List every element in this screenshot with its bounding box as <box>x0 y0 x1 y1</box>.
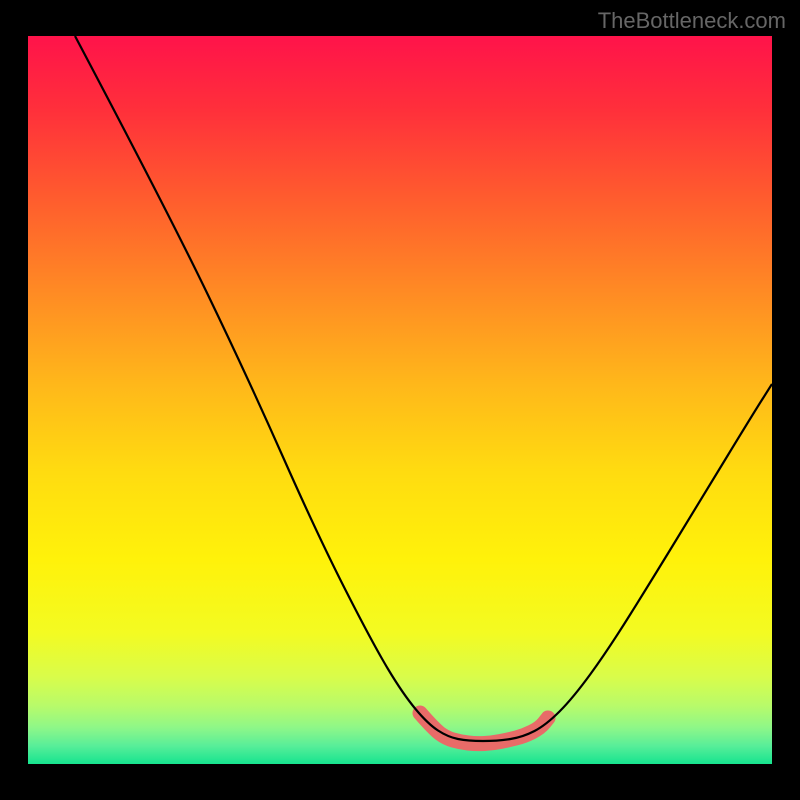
chart-container: TheBottleneck.com <box>0 0 800 800</box>
chart-svg <box>28 36 772 764</box>
gradient-background <box>28 36 772 764</box>
watermark-text: TheBottleneck.com <box>598 8 786 34</box>
chart-plot-area <box>28 36 772 764</box>
